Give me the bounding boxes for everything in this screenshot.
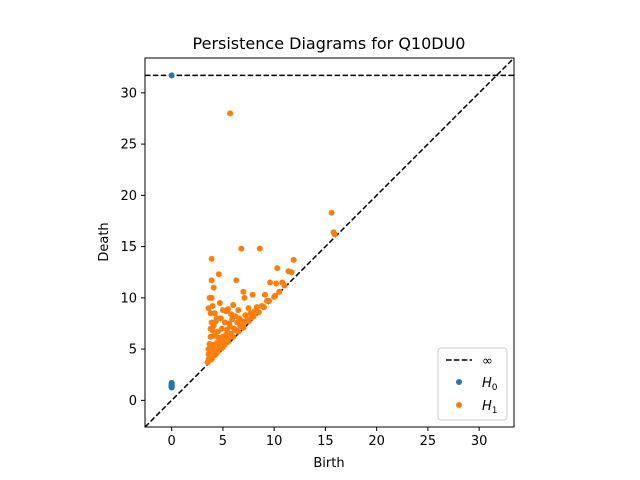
h1-point [255, 309, 262, 316]
legend-box [437, 347, 508, 421]
y-tick-label: 30 [120, 86, 137, 101]
y-tick-label: 20 [120, 189, 137, 204]
h1-point [256, 245, 263, 252]
x-tick-label: 30 [471, 434, 488, 449]
legend-infinity-label: ∞ [482, 354, 493, 369]
y-tick-label: 15 [120, 240, 137, 255]
h1-point [214, 328, 221, 335]
h1-point [276, 288, 283, 295]
h0-point [168, 384, 175, 391]
h1-point [266, 297, 273, 304]
h1-point [212, 318, 219, 325]
h1-point [215, 271, 222, 278]
h1-point [227, 110, 234, 117]
h1-point [249, 291, 256, 298]
h1-point [328, 209, 335, 216]
x-tick-label: 25 [420, 434, 437, 449]
legend-h0-subscript: 0 [492, 383, 498, 393]
h1-point [210, 284, 217, 291]
h1-point [290, 256, 297, 263]
h1-point [261, 291, 268, 298]
legend-h0-letter: H [482, 376, 492, 391]
h1-point [241, 294, 248, 301]
h1-point [260, 304, 267, 311]
h1-point [240, 288, 247, 295]
y-axis-label: Death [97, 222, 112, 261]
h1-point [245, 305, 252, 312]
x-tick-label: 0 [168, 434, 176, 449]
x-tick-label: 20 [368, 434, 385, 449]
h1-point [235, 328, 242, 335]
h1-point [274, 265, 281, 272]
y-tick-label: 0 [129, 394, 137, 409]
h1-point [208, 356, 215, 363]
h1-point [208, 255, 215, 262]
h1-point [207, 310, 214, 317]
chart-title: Persistence Diagrams for Q10DU0 [193, 34, 466, 53]
h1-point [235, 307, 242, 314]
h1-point [238, 245, 245, 252]
h1-point [217, 315, 224, 322]
h0-point [168, 72, 175, 79]
h1-point [209, 303, 216, 310]
h1-point [218, 325, 225, 332]
h1-point [229, 316, 236, 323]
h1-point [216, 299, 223, 306]
x-axis-label: Birth [313, 456, 344, 471]
h1-point [233, 277, 240, 284]
h1-point [209, 327, 216, 334]
x-tick-label: 5 [219, 434, 227, 449]
legend-h0-label: H0 [482, 376, 498, 393]
h1-point [208, 277, 215, 284]
h1-point [219, 344, 226, 351]
h1-point [208, 294, 215, 301]
y-tick-label: 10 [120, 291, 137, 306]
h1-point [281, 282, 288, 289]
legend-h0-marker [456, 379, 462, 385]
h1-point [230, 333, 237, 340]
legend: ∞ H0 H1 [437, 347, 508, 421]
h1-point [273, 280, 280, 287]
y-tick-label: 25 [120, 138, 137, 153]
h1-point [271, 293, 278, 300]
h1-point [234, 319, 241, 326]
h1-point [213, 350, 220, 357]
h1-point [240, 324, 247, 331]
h1-point [250, 313, 257, 320]
legend-h1-subscript: 1 [492, 406, 498, 416]
h1-point [288, 269, 295, 276]
x-tick-label: 10 [266, 434, 283, 449]
h1-point [245, 318, 252, 325]
diagonal-line [145, 58, 514, 427]
h1-point [331, 231, 338, 238]
h1-point [230, 302, 237, 309]
legend-h1-marker [456, 402, 462, 408]
h1-point [267, 279, 274, 286]
legend-h1-label: H1 [482, 399, 498, 416]
h1-point [211, 310, 218, 317]
h1-point [225, 338, 232, 345]
h1-point [225, 306, 232, 313]
x-tick-label: 15 [317, 434, 334, 449]
y-tick-label: 5 [129, 343, 137, 358]
plot-frame [144, 57, 515, 428]
legend-h1-letter: H [482, 399, 492, 414]
